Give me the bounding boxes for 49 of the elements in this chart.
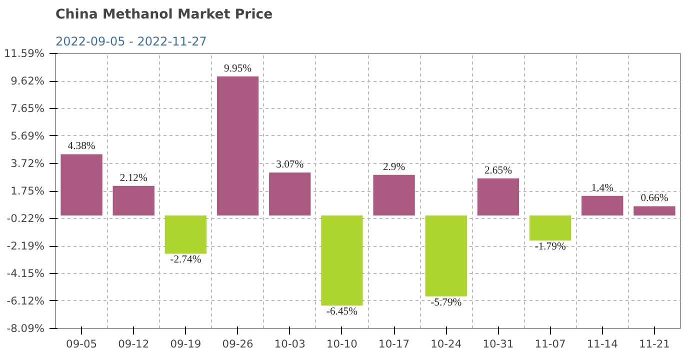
y-tick-label: 7.65% — [10, 102, 45, 116]
x-tick-label: 11-21 — [638, 338, 670, 350]
bar — [112, 186, 154, 216]
data-label: 3.07% — [276, 160, 304, 171]
chart-subtitle: 2022-09-05 - 2022-11-27 — [56, 34, 207, 48]
y-tick-label: 9.62% — [10, 74, 45, 88]
y-tick-label: -0.22% — [6, 212, 45, 226]
x-tick-label: 11-14 — [586, 338, 618, 350]
data-label: -1.79% — [534, 241, 566, 252]
bar — [425, 215, 467, 296]
x-tick-label: 09-05 — [66, 338, 98, 350]
bar — [269, 172, 311, 216]
bar — [321, 215, 363, 306]
bar — [216, 76, 259, 216]
x-tick-label: 10-03 — [274, 338, 306, 350]
y-tick-label: -6.12% — [6, 294, 45, 308]
bar — [477, 178, 520, 216]
bar — [60, 154, 102, 216]
y-tick-label: -8.09% — [6, 322, 45, 335]
y-tick-label: 5.69% — [10, 129, 45, 142]
data-label: -2.74% — [170, 254, 202, 266]
bar — [634, 206, 676, 216]
data-label: 0.66% — [640, 193, 668, 204]
x-tick-label: 09-19 — [170, 338, 202, 350]
x-tick-label: 10-31 — [482, 338, 514, 350]
x-tick-label: 09-26 — [222, 338, 254, 350]
y-tick-label: 1.75% — [10, 184, 45, 198]
bar — [582, 196, 624, 216]
bar — [164, 215, 207, 254]
x-tick-label: 10-24 — [430, 338, 462, 350]
data-label: 4.38% — [68, 141, 96, 152]
data-label: 9.95% — [224, 63, 252, 74]
y-tick-label: -4.15% — [6, 266, 45, 280]
data-label: 2.9% — [382, 162, 406, 173]
data-label: -6.45% — [326, 306, 358, 318]
chart-title: China Methanol Market Price — [56, 8, 273, 22]
bar — [373, 174, 415, 216]
x-tick-label: 10-17 — [378, 338, 410, 350]
y-tick-label: -2.19% — [6, 240, 45, 253]
bar — [529, 215, 572, 240]
data-label: 1.4% — [591, 182, 614, 194]
y-tick-label: 3.72% — [10, 156, 45, 170]
data-label: -5.79% — [430, 297, 462, 308]
data-label: 2.65% — [484, 165, 512, 176]
x-tick-label: 09-12 — [118, 338, 150, 350]
x-tick-label: 11-07 — [534, 338, 566, 350]
y-tick-label: 11.59% — [4, 47, 45, 60]
x-tick-label: 10-10 — [326, 338, 358, 350]
data-label: 2.12% — [120, 172, 148, 184]
